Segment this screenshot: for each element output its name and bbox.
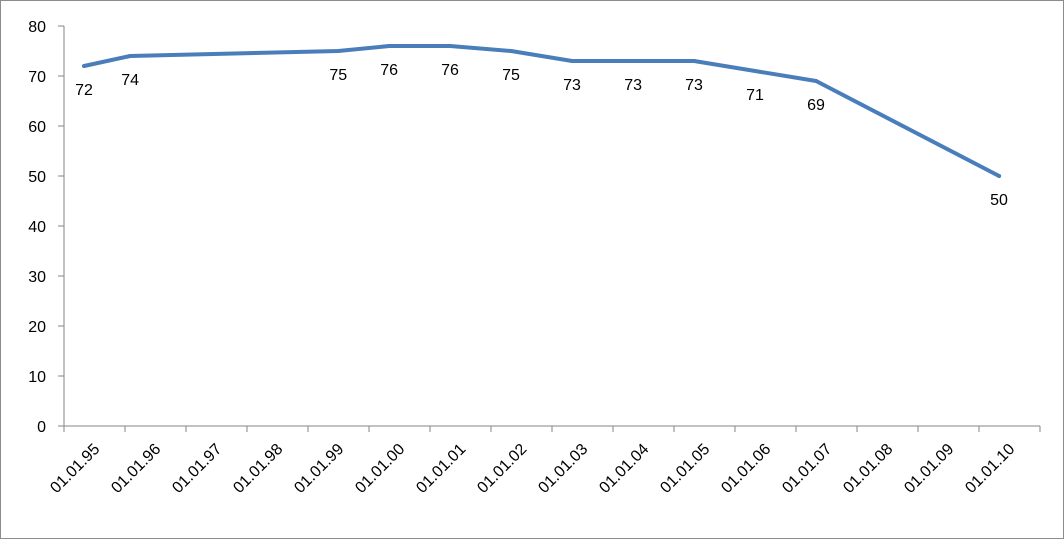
data-label: 73 [563,77,581,94]
data-point [570,59,575,63]
data-label: 50 [990,192,1008,209]
x-tick-label: 01.01.00 [352,441,408,497]
x-tick-label: 01.01.05 [657,441,713,497]
y-tick-label: 20 [28,319,46,336]
data-label: 74 [121,72,139,89]
data-point [387,44,392,48]
y-tick-label: 60 [28,119,46,136]
data-label: 73 [624,77,642,94]
data-label: 72 [75,82,93,99]
x-tick-label: 01.01.98 [230,441,286,497]
data-point [692,59,697,63]
y-tick-label: 40 [28,219,46,236]
data-point [631,59,636,63]
data-label: 75 [329,67,347,84]
data-label: 73 [685,77,703,94]
x-tick-label: 01.01.03 [535,441,591,497]
x-tick-label: 01.01.97 [169,441,225,497]
x-tick-label: 01.01.04 [596,441,652,497]
data-point [82,64,87,68]
x-tick-label: 01.01.02 [474,441,530,497]
y-tick-label: 50 [28,169,46,186]
x-tick-label: 01.01.01 [413,441,469,497]
data-point [336,49,341,53]
x-tick-label: 01.01.95 [47,441,103,497]
data-label: 76 [441,62,459,79]
data-point [128,54,133,58]
series-line [82,44,1002,178]
data-label: 75 [502,67,520,84]
x-tick-label: 01.01.06 [718,441,774,497]
data-label: 69 [807,97,825,114]
data-point [509,49,514,53]
x-tick-label: 01.01.10 [962,441,1018,497]
data-point [997,174,1002,178]
x-tick-label: 01.01.07 [779,441,835,497]
y-tick-label: 80 [28,19,46,36]
data-point [814,79,819,83]
x-tick-label: 01.01.09 [901,441,957,497]
data-label: 71 [746,87,764,104]
data-point [448,44,453,48]
x-tick-label: 01.01.99 [291,441,347,497]
data-point [753,69,758,73]
y-tick-label: 0 [37,419,46,436]
y-tick-label: 30 [28,269,46,286]
data-label: 76 [380,62,398,79]
x-tick-label: 01.01.96 [108,441,164,497]
y-tick-label: 10 [28,369,46,386]
x-tick-label: 01.01.08 [840,441,896,497]
y-tick-label: 70 [28,69,46,86]
